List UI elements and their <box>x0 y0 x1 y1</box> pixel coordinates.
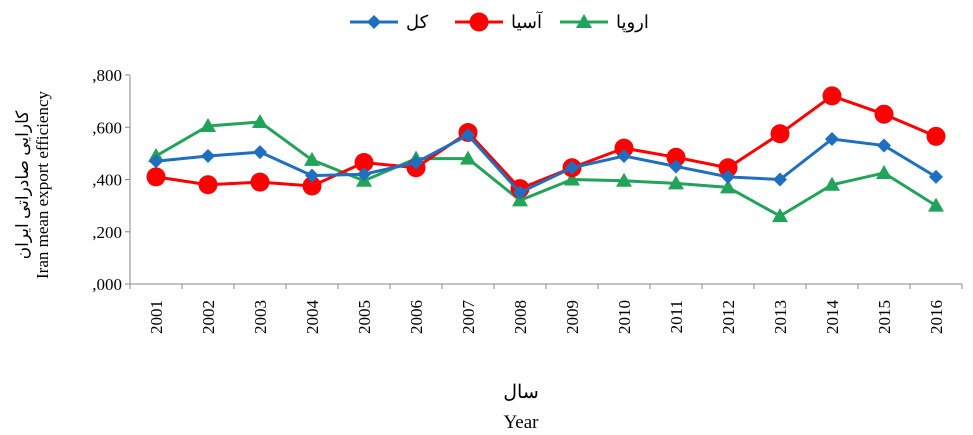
data-point <box>616 172 632 187</box>
y-ticks: ,000 ,200 ,400 ,600 ,800 <box>92 66 130 294</box>
legend-marker <box>469 12 489 32</box>
data-point <box>614 138 634 158</box>
data-point <box>720 179 736 194</box>
data-point <box>929 169 943 184</box>
x-tick-label: 2004 <box>303 300 322 335</box>
legend-marker <box>576 14 592 28</box>
x-tick-label: 2009 <box>563 300 582 334</box>
y-tick-label: ,600 <box>92 118 122 137</box>
data-point <box>668 175 684 190</box>
legend-label: کل <box>406 12 429 32</box>
legend-label: آسیا <box>511 11 543 32</box>
x-tick-label: 2016 <box>927 300 946 334</box>
data-point <box>513 185 527 200</box>
x-ticks: 2001 2002 2003 2004 2005 2006 2007 2008 2009 2010… <box>129 284 963 335</box>
data-point <box>876 164 892 179</box>
legend-entry: کل <box>350 12 429 32</box>
data-point <box>669 159 683 174</box>
series-line <box>155 133 937 195</box>
data-point <box>617 148 631 163</box>
x-tick-label: 2005 <box>355 300 374 334</box>
data-point <box>565 160 579 175</box>
data-point <box>770 124 790 144</box>
data-point <box>928 197 944 212</box>
x-tick-label: 2006 <box>407 300 426 334</box>
series-triangle <box>148 114 944 223</box>
data-point <box>772 208 788 223</box>
legend-marker <box>367 15 381 29</box>
data-point <box>305 168 319 183</box>
data-point <box>252 114 268 129</box>
data-point <box>824 176 840 191</box>
data-point <box>253 145 267 160</box>
legend: کل آسیا اروپا <box>350 11 649 33</box>
data-point <box>201 148 215 163</box>
data-point <box>149 154 163 169</box>
data-point <box>666 147 686 167</box>
x-tick-label: 2007 <box>459 300 478 335</box>
legend-entry: آسیا <box>455 11 543 32</box>
y-tick-label: ,000 <box>92 275 122 294</box>
data-point <box>460 150 476 165</box>
legend-entry: اروپا <box>560 12 649 33</box>
data-point <box>822 86 842 106</box>
data-point <box>461 128 475 143</box>
series-line <box>155 94 937 191</box>
y-axis-label-fa: کارایی صادراتی ایران <box>13 110 33 260</box>
y-tick-label: ,400 <box>92 171 122 190</box>
y-tick-label: ,800 <box>92 66 122 85</box>
data-point <box>877 138 891 153</box>
data-point <box>200 117 216 132</box>
x-tick-label: 2003 <box>251 300 270 334</box>
x-tick-label: 2002 <box>199 300 218 334</box>
data-point <box>718 158 738 178</box>
series-group <box>146 86 946 223</box>
data-point <box>354 153 374 173</box>
x-tick-label: 2012 <box>719 300 738 334</box>
series-diamond <box>149 128 943 200</box>
x-tick-label: 2011 <box>667 300 686 333</box>
legend-label: اروپا <box>616 12 649 33</box>
data-point <box>825 132 839 147</box>
data-point <box>564 171 580 186</box>
x-tick-label: 2014 <box>823 300 842 335</box>
data-point <box>721 169 735 184</box>
data-point <box>409 155 423 170</box>
data-point <box>926 126 946 146</box>
x-tick-label: 2013 <box>771 300 790 334</box>
x-axis-label-en: Year <box>503 412 539 433</box>
x-tick-label: 2015 <box>875 300 894 334</box>
x-tick-label: 2008 <box>511 300 530 334</box>
y-axis-label-en: Iran mean export efficiency <box>33 91 52 280</box>
data-point <box>146 167 166 187</box>
data-point <box>250 172 270 192</box>
data-point <box>304 151 320 166</box>
data-point <box>302 176 322 196</box>
data-point <box>357 167 371 182</box>
data-point <box>874 104 894 124</box>
y-tick-label: ,200 <box>92 223 122 242</box>
series-line <box>155 120 937 218</box>
x-axis-label-fa: سال <box>503 382 539 403</box>
x-tick-label: 2001 <box>147 300 166 334</box>
data-point <box>773 172 787 187</box>
x-tick-label: 2010 <box>615 300 634 334</box>
data-point <box>198 175 218 195</box>
